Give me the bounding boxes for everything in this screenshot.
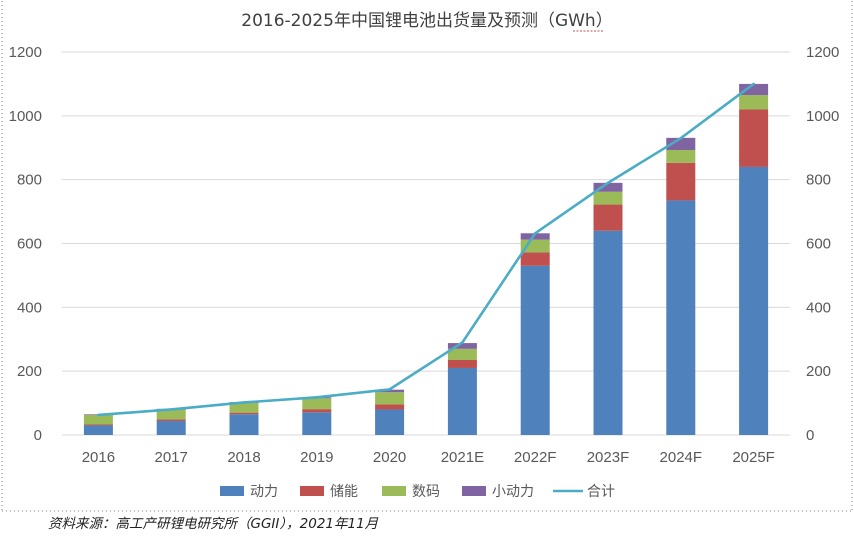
y2-tick-label: 800	[806, 172, 831, 189]
line-point[interactable]	[315, 396, 319, 399]
y-tick-label: 800	[17, 172, 42, 189]
bar-数码[interactable]	[229, 403, 259, 413]
bar-数码[interactable]	[83, 414, 113, 425]
x-tick-label: 2017	[155, 449, 188, 466]
y-tick-label: 1200	[9, 44, 42, 61]
bar-动力[interactable]	[156, 420, 186, 435]
bar-储能[interactable]	[666, 162, 696, 201]
legend-label: 合计	[587, 484, 615, 500]
line-point[interactable]	[752, 82, 755, 86]
bar-动力[interactable]	[520, 265, 550, 435]
y2-tick-label: 0	[806, 427, 814, 444]
legend: 动力 储能 数码 小动力 合计	[220, 484, 615, 500]
bar-数码[interactable]	[739, 95, 769, 110]
bar-小动力[interactable]	[739, 83, 769, 96]
line-point[interactable]	[242, 401, 246, 404]
x-tick-label: 2025F	[732, 449, 775, 466]
bar-数码[interactable]	[593, 191, 623, 205]
y-tick-label: 400	[17, 299, 42, 316]
x-tick-label: 2019	[300, 449, 333, 466]
y-tick-label: 200	[17, 363, 42, 380]
x-tick-label: 2022F	[514, 449, 557, 466]
bar-储能[interactable]	[520, 252, 550, 266]
source-note: 资料来源：高工产研锂电研究所（GGII），2021年11月	[48, 516, 379, 532]
line-point[interactable]	[461, 341, 464, 344]
legend-label: 数码	[412, 484, 440, 500]
bar-动力[interactable]	[593, 230, 623, 435]
y2-tick-label: 1200	[806, 44, 839, 61]
y2-axis-ticks: 0 200 400 600 800 1000 1200	[806, 44, 839, 444]
legend-label: 小动力	[492, 484, 534, 500]
bar-储能[interactable]	[229, 412, 259, 415]
y2-tick-label: 1000	[806, 108, 839, 125]
bar-series	[83, 83, 769, 435]
y2-tick-label: 400	[806, 299, 831, 316]
bar-储能[interactable]	[156, 419, 186, 421]
line-point[interactable]	[169, 408, 173, 411]
y2-tick-label: 200	[806, 363, 831, 380]
line-point[interactable]	[606, 181, 610, 185]
bar-动力[interactable]	[302, 412, 332, 435]
bar-动力[interactable]	[375, 409, 405, 435]
bar-动力[interactable]	[666, 200, 696, 435]
line-point[interactable]	[388, 388, 391, 391]
x-tick-label: 2023F	[587, 449, 630, 466]
bar-储能[interactable]	[83, 424, 113, 426]
bar-动力[interactable]	[83, 425, 113, 435]
bar-储能[interactable]	[593, 204, 623, 231]
chart-title: 2016-2025年中国锂电池出货量及预测（GWh）	[241, 11, 612, 31]
x-tick-label: 2016	[82, 449, 115, 466]
legend-swatch	[220, 486, 244, 496]
bar-储能[interactable]	[302, 409, 332, 413]
legend-label: 储能	[330, 484, 358, 500]
bar-小动力[interactable]	[447, 343, 477, 349]
frame-border	[1, 1, 853, 512]
bar-数码[interactable]	[156, 409, 186, 420]
bar-小动力[interactable]	[375, 389, 405, 393]
bar-动力[interactable]	[739, 166, 769, 435]
bar-小动力[interactable]	[593, 182, 623, 192]
gridlines	[62, 51, 790, 372]
bar-数码[interactable]	[375, 392, 405, 405]
y-tick-label: 1000	[9, 108, 42, 125]
y-tick-label: 600	[17, 236, 42, 253]
legend-swatch	[382, 486, 406, 496]
x-tick-label: 2021E	[441, 449, 484, 466]
bar-小动力[interactable]	[520, 233, 550, 240]
legend-label: 动力	[250, 484, 278, 500]
line-series	[97, 82, 755, 417]
line-point[interactable]	[97, 413, 100, 417]
bar-小动力[interactable]	[666, 137, 696, 150]
bar-动力[interactable]	[229, 414, 259, 435]
bar-储能[interactable]	[375, 404, 405, 410]
bar-动力[interactable]	[447, 367, 477, 435]
x-tick-label: 2024F	[660, 449, 703, 466]
legend-swatch	[462, 486, 486, 496]
legend-swatch	[300, 486, 324, 496]
y-tick-label: 0	[34, 427, 42, 444]
x-tick-label: 2020	[373, 449, 406, 466]
bar-数码[interactable]	[302, 398, 332, 410]
bar-储能[interactable]	[447, 359, 477, 368]
line-合计[interactable]	[98, 82, 755, 417]
y-axis-ticks: 0 200 400 600 800 1000 1200	[9, 44, 42, 444]
x-tick-label: 2018	[227, 449, 260, 466]
bar-数码[interactable]	[447, 348, 477, 360]
line-point[interactable]	[679, 136, 683, 140]
bar-储能[interactable]	[739, 109, 769, 167]
y2-tick-label: 600	[806, 236, 831, 253]
x-axis-ticks: 2016 2017 2018 2019 2020 2021E 2022F 2023F 2024F…	[82, 449, 775, 466]
line-point[interactable]	[533, 231, 537, 235]
bar-数码[interactable]	[666, 149, 696, 163]
